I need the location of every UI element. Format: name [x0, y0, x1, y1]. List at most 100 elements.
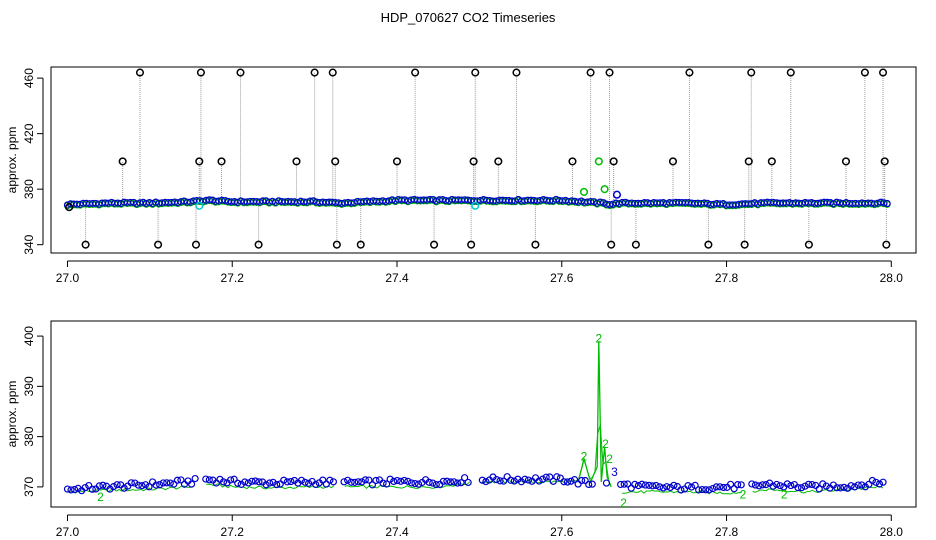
- series-point-label: 2: [581, 450, 588, 464]
- blue-series-point: [241, 478, 249, 486]
- spike-point: [356, 240, 365, 249]
- blue-series-point: [702, 486, 710, 494]
- blue-series-point: [113, 481, 121, 489]
- spike-point: [135, 68, 145, 77]
- blue-series-point: [578, 476, 586, 485]
- blue-series-point: [677, 486, 685, 494]
- baseline-point: [700, 199, 708, 207]
- blue-series-point: [219, 478, 228, 486]
- blue-series-point: [539, 475, 547, 483]
- spike-point: [744, 157, 753, 166]
- blue-series-point: [563, 478, 572, 486]
- blue-series-point: [457, 479, 465, 487]
- blue-series-point: [726, 480, 735, 488]
- spike-point: [841, 157, 851, 166]
- blue-series-point: [670, 481, 678, 489]
- blue-series-point: [641, 481, 650, 489]
- blue-series-point: [836, 484, 845, 492]
- blue-series-point: [673, 482, 681, 491]
- spike-point: [392, 157, 402, 166]
- blue-series-point: [776, 482, 784, 490]
- blue-series-point: [684, 482, 692, 490]
- spike-point: [878, 68, 888, 77]
- spike-point: [254, 240, 263, 249]
- blue-series-point: [875, 480, 884, 488]
- y-tick-label: 460: [22, 68, 36, 88]
- spike-point: [631, 240, 640, 249]
- blue-series-point: [404, 477, 412, 485]
- blue-series-point: [251, 477, 260, 485]
- highlight-point: [594, 157, 603, 166]
- series-point-label: 2: [620, 496, 627, 510]
- blue-series-point: [202, 475, 210, 483]
- blue-series-point: [287, 477, 295, 486]
- plot-frame: [50, 320, 917, 508]
- blue-series-point: [344, 476, 352, 484]
- blue-series-point: [804, 480, 813, 488]
- spike-point: [195, 157, 204, 166]
- spike-point: [494, 157, 503, 166]
- blue-series-point: [425, 478, 433, 486]
- blue-series-point: [163, 479, 171, 487]
- spike-point: [411, 68, 420, 77]
- green-spike-line: [577, 341, 612, 488]
- blue-series-point: [602, 479, 611, 487]
- blue-series-point: [478, 476, 486, 484]
- blue-series-point: [131, 479, 139, 487]
- blue-series-point: [719, 483, 728, 492]
- chart-title: HDP_070627 CO2 Timeseries: [380, 10, 556, 25]
- blue-series-point: [226, 476, 235, 484]
- blue-series-point: [109, 483, 118, 491]
- blue-series-point: [716, 483, 724, 491]
- series-point-label: 2: [595, 332, 602, 346]
- green-series-line: [67, 485, 193, 494]
- blue-series-point: [305, 479, 313, 487]
- blue-series-point: [347, 478, 355, 486]
- blue-series-point: [638, 480, 646, 488]
- blue-series-point: [177, 476, 185, 484]
- blue-series-point: [312, 480, 320, 489]
- blue-series-point: [627, 484, 635, 492]
- blue-series-point: [383, 480, 391, 488]
- series-point-label: 2: [602, 437, 609, 451]
- blue-series-point: [762, 481, 770, 489]
- green-series-line: [344, 481, 471, 489]
- blue-series-point: [812, 481, 820, 490]
- blue-series-point: [510, 477, 518, 485]
- blue-series-point: [496, 477, 504, 485]
- blue-series-point: [585, 480, 593, 489]
- spike-point: [860, 68, 869, 77]
- blue-series-point: [712, 483, 720, 491]
- blue-series-point: [794, 483, 802, 492]
- blue-series-point: [492, 475, 501, 484]
- spike-point: [292, 157, 301, 166]
- y-tick-label: 370: [22, 477, 36, 497]
- x-tick-label: 27.4: [385, 525, 409, 539]
- blue-series-point: [141, 481, 150, 489]
- blue-series-point: [365, 476, 373, 484]
- blue-series-point: [574, 480, 582, 488]
- blue-series-point: [397, 477, 405, 485]
- blue-series-point: [393, 476, 401, 485]
- blue-series-point: [159, 479, 167, 487]
- blue-series-point: [319, 476, 327, 484]
- spike-point: [217, 157, 226, 166]
- blue-series-point: [801, 482, 809, 490]
- highlight-point: [471, 201, 480, 210]
- highlight-point: [579, 187, 589, 196]
- blue-series-point: [212, 479, 221, 487]
- blue-series-point: [500, 477, 508, 485]
- blue-series-point: [329, 478, 338, 486]
- spike-point: [609, 157, 618, 166]
- blue-series-point: [446, 478, 455, 486]
- bottom-panel: 27.0 27.2 27.4 27.6 27.8 28.0 370 380 390 400 appr…: [5, 320, 917, 539]
- spike-point: [154, 240, 163, 249]
- blue-series-point: [868, 476, 877, 485]
- series-point-label: 2: [740, 487, 747, 501]
- x-tick-label: 27.8: [715, 525, 739, 539]
- blue-series-point: [705, 486, 713, 494]
- spike-point: [118, 157, 127, 166]
- blue-series-point: [815, 485, 823, 493]
- blue-series-point: [187, 480, 196, 488]
- spike-point: [331, 157, 340, 166]
